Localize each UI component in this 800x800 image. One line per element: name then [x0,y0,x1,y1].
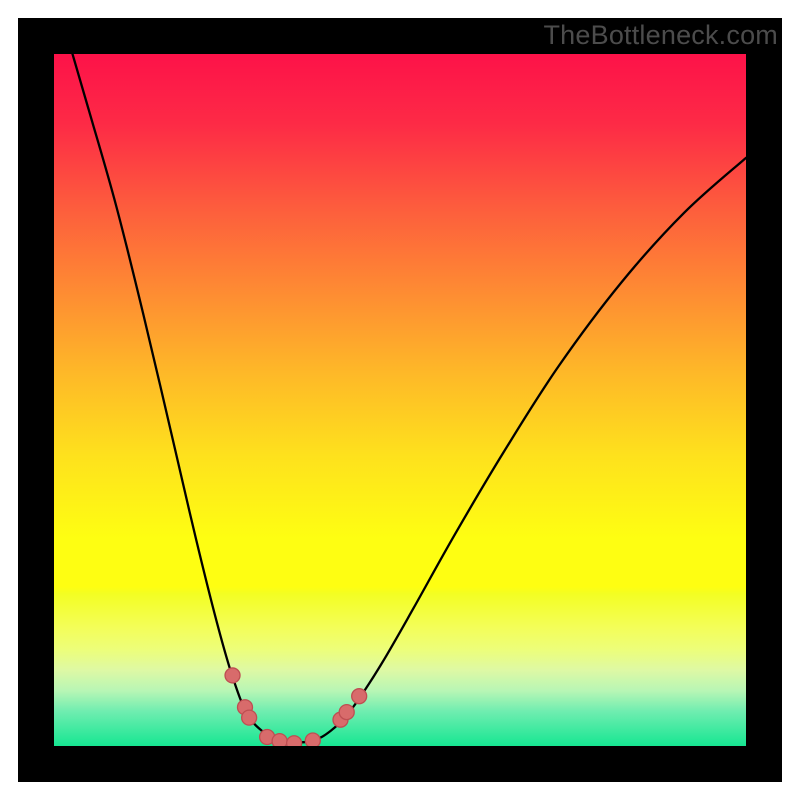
bottleneck-curve [66,33,746,742]
chart-overlay [0,0,800,800]
data-marker [339,705,354,720]
data-marker [242,710,257,725]
data-marker [352,689,367,704]
data-marker [272,734,287,749]
data-marker [287,736,302,751]
watermark-text: TheBottleneck.com [543,20,778,51]
figure-root: TheBottleneck.com [0,0,800,800]
data-marker [305,733,320,748]
data-marker [225,668,240,683]
